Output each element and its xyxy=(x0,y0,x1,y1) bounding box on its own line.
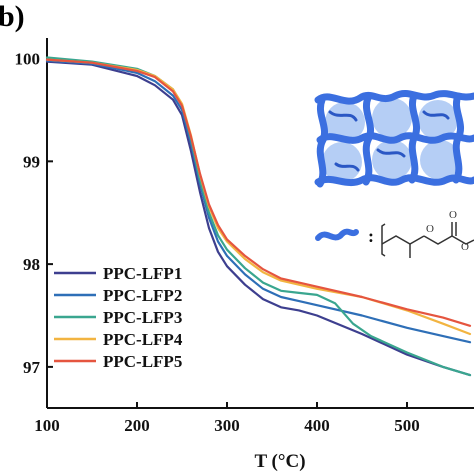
series-layer xyxy=(45,56,472,377)
y-tick-label: 100 xyxy=(15,50,41,69)
x-tick-label: 500 xyxy=(394,416,420,435)
ppc-structure-illustration: : O O O xyxy=(315,209,474,258)
x-axis: 100 200 300 400 500 xyxy=(34,402,420,435)
x-tick-label: 100 xyxy=(34,416,60,435)
legend-label: PPC-LFP3 xyxy=(103,308,182,327)
series-line-ppc-lfp2 xyxy=(45,59,472,344)
series-line-ppc-lfp5 xyxy=(45,58,472,327)
x-axis-title: T (°C) xyxy=(254,451,305,472)
polymer-network-illustration xyxy=(314,89,474,188)
legend-label: PPC-LFP4 xyxy=(103,330,183,349)
x-tick-label: 300 xyxy=(214,416,240,435)
plot-frame xyxy=(46,38,474,409)
panel-label: b) xyxy=(0,0,25,33)
legend: PPC-LFP1 PPC-LFP2 PPC-LFP3 PPC-LFP4 PPC-LFP5 xyxy=(54,264,183,371)
svg-text:O: O xyxy=(426,223,434,235)
legend-label: PPC-LFP5 xyxy=(103,352,182,371)
y-axis: 97 98 99 100 xyxy=(15,50,53,377)
series-line-ppc-lfp1 xyxy=(45,60,472,377)
y-tick-label: 97 xyxy=(23,358,41,377)
svg-text:O: O xyxy=(461,241,469,253)
x-tick-label: 200 xyxy=(124,416,150,435)
x-tick-label: 400 xyxy=(304,416,330,435)
legend-label: PPC-LFP1 xyxy=(103,264,182,283)
structure-colon: : xyxy=(368,226,374,246)
y-tick-label: 99 xyxy=(23,152,40,171)
legend-label: PPC-LFP2 xyxy=(103,286,182,305)
svg-text:O: O xyxy=(449,209,457,221)
y-tick-label: 98 xyxy=(23,255,40,274)
